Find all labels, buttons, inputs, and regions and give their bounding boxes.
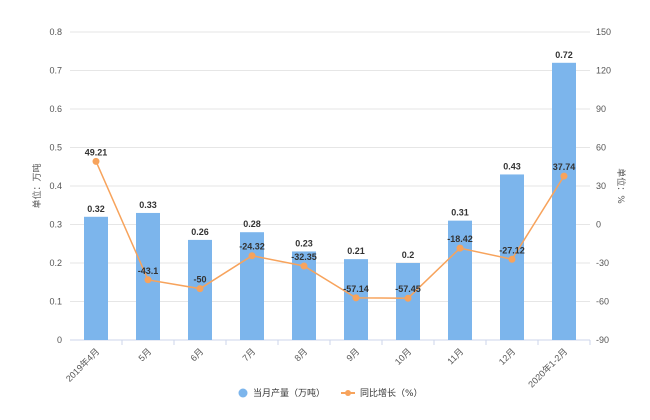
x-tick-label: 10月 [393,346,414,367]
legend-bar-icon[interactable] [238,388,248,398]
y2-tick-label: 30 [596,181,606,191]
y2-tick-label: 150 [596,27,611,37]
bar[interactable] [552,62,576,341]
x-tick-label: 9月 [344,346,361,363]
x-tick-label: 2019年4月 [63,346,101,384]
y-tick-label: 0.2 [49,258,62,268]
bar-data-label: 0.23 [295,238,313,248]
bar-data-label: 0.31 [451,208,469,218]
y2-tick-label: 90 [596,104,606,114]
y2-tick-label: 0 [596,220,601,230]
y-tick-label: 0.8 [49,27,62,37]
line-point[interactable] [508,255,516,263]
legend-line-marker [345,390,351,396]
line-point[interactable] [92,157,100,165]
line-data-label: -32.35 [291,252,317,262]
y2-tick-label: 60 [596,143,606,153]
growth-line [95,161,565,299]
y-tick-label: 0.5 [49,143,62,153]
bar[interactable] [84,216,108,340]
y2-tick-label: -60 [596,297,609,307]
line-data-label: -27.12 [499,245,525,255]
bar[interactable] [448,220,472,340]
line-point[interactable] [248,252,256,260]
bar-data-label: 0.21 [347,246,365,256]
y2-axis-title: 单位：% [615,168,627,204]
x-tick-label: 6月 [188,346,205,363]
legend-line-label[interactable]: 同比增长（%） [360,387,423,399]
line-data-label: -57.14 [343,284,369,294]
y-tick-label: 0.1 [49,297,62,307]
line-point[interactable] [456,244,464,252]
bar-data-label: 0.28 [243,219,261,229]
line-point[interactable] [144,276,152,284]
bar-data-label: 0.43 [503,161,521,171]
y-tick-label: 0.4 [49,181,62,191]
x-tick-label: 5月 [136,346,153,363]
x-tick-label: 12月 [497,346,518,367]
line-point[interactable] [404,294,412,302]
line-data-label: -24.32 [239,242,265,252]
x-tick-label: 8月 [292,346,309,363]
y2-tick-label: -90 [596,335,609,345]
y2-tick-label: 120 [596,66,611,76]
x-tick-label: 7月 [240,346,257,363]
bar[interactable] [240,232,264,340]
x-tick-label: 11月 [445,346,465,366]
line-data-label: -18.42 [447,234,473,244]
y-axis-title: 单位：万吨 [31,163,43,208]
line-data-label: -43.1 [138,266,159,276]
y-tick-label: 0.6 [49,104,62,114]
y-tick-label: 0.7 [49,66,62,76]
bar-data-label: 0.33 [139,200,157,210]
bar-data-label: 0.72 [555,50,573,60]
line-point[interactable] [560,172,568,180]
legend-bar-label[interactable]: 当月产量（万吨） [253,387,325,399]
bar-data-label: 0.2 [402,250,415,260]
line-point[interactable] [196,285,204,293]
line-data-label: -50 [193,275,206,285]
bar-data-label: 0.26 [191,227,209,237]
x-tick-label: 2020年1-2月 [526,346,570,390]
line-data-label: -57.45 [395,284,421,294]
y-tick-label: 0.3 [49,220,62,230]
y2-tick-label: -30 [596,258,609,268]
y-tick-label: 0 [57,335,62,345]
line-data-label: 37.74 [553,162,576,172]
bar-data-label: 0.32 [87,204,105,214]
line-point[interactable] [352,294,360,302]
line-data-label: 49.21 [85,147,108,157]
line-point[interactable] [300,262,308,270]
